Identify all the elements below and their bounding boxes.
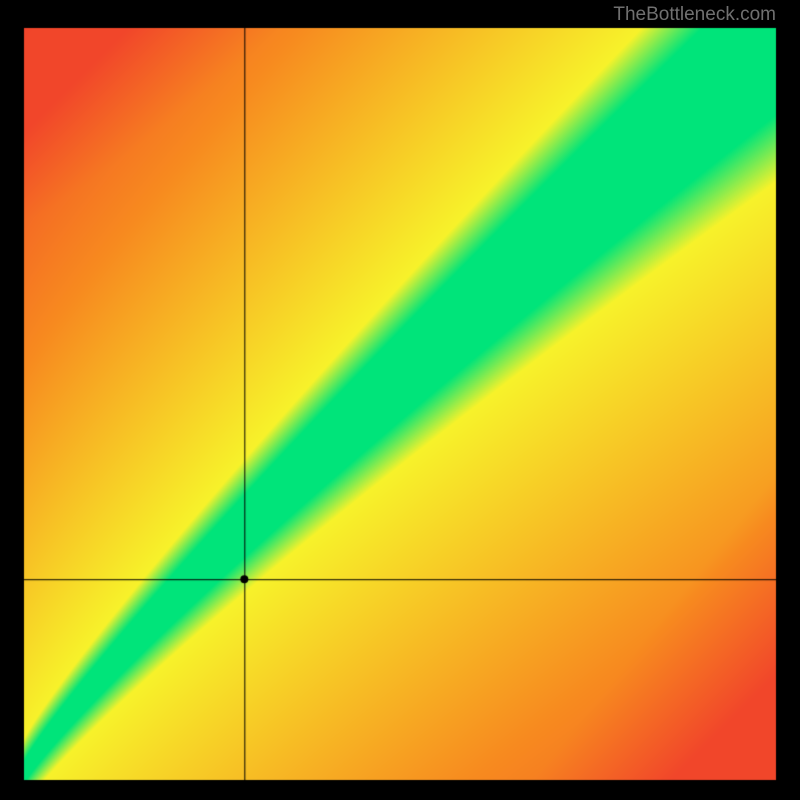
chart-container: TheBottleneck.com <box>0 0 800 800</box>
watermark-text: TheBottleneck.com <box>613 4 776 26</box>
bottleneck-heatmap <box>0 0 800 800</box>
